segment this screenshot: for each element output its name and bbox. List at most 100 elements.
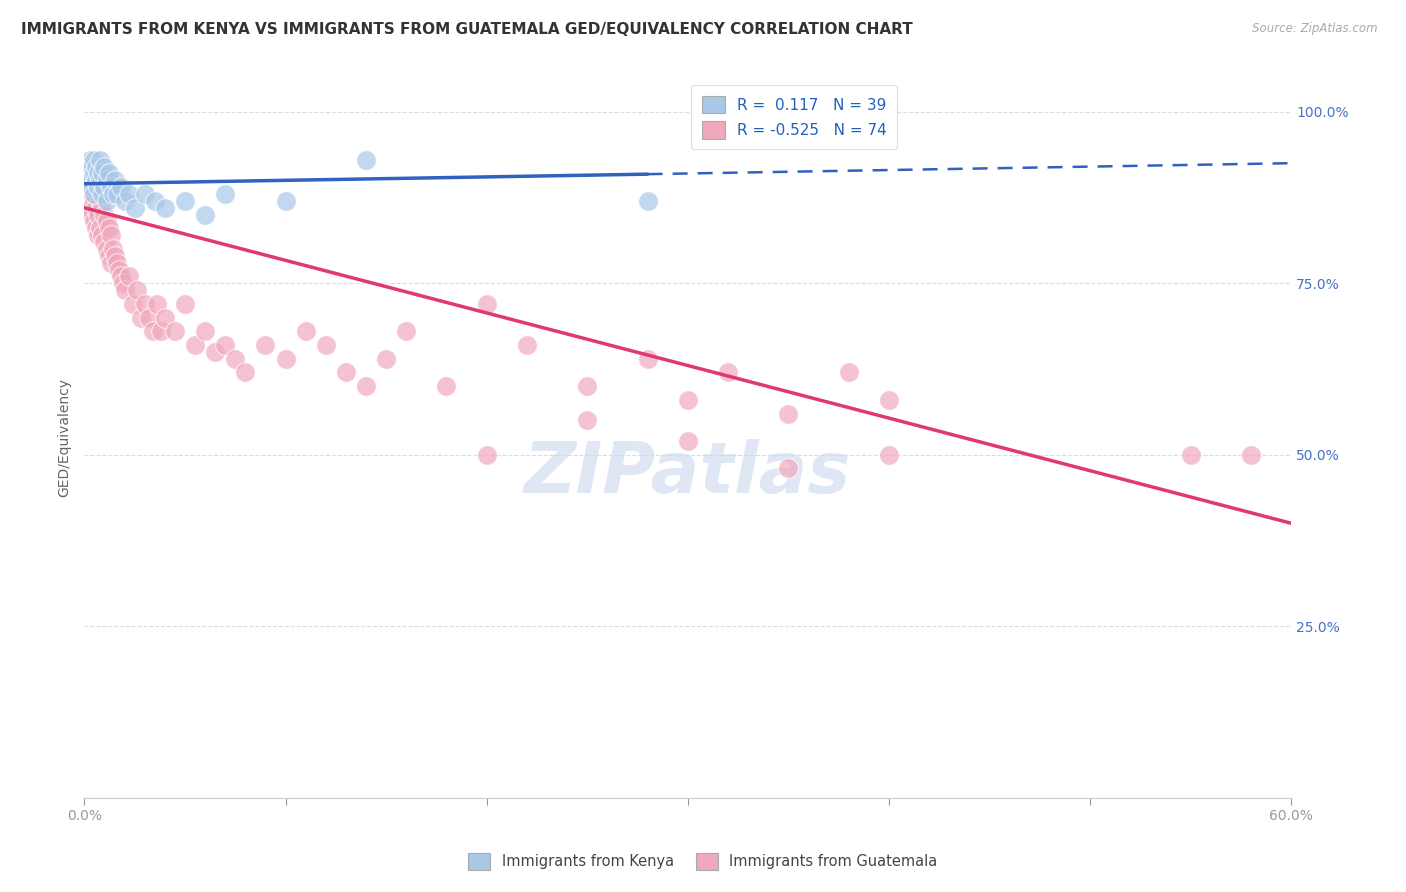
Point bbox=[233, 365, 256, 379]
Point bbox=[637, 351, 659, 366]
Point bbox=[89, 173, 111, 187]
Point bbox=[101, 242, 124, 256]
Point bbox=[83, 194, 105, 208]
Legend: R =  0.117   N = 39, R = -0.525   N = 74: R = 0.117 N = 39, R = -0.525 N = 74 bbox=[692, 85, 897, 149]
Point bbox=[103, 249, 125, 263]
Point bbox=[96, 242, 118, 256]
Point bbox=[134, 187, 156, 202]
Point bbox=[96, 173, 118, 187]
Point bbox=[163, 324, 186, 338]
Point bbox=[86, 160, 108, 174]
Point bbox=[274, 351, 297, 366]
Point bbox=[214, 338, 236, 352]
Point bbox=[1180, 448, 1202, 462]
Point bbox=[93, 235, 115, 249]
Point bbox=[91, 166, 114, 180]
Point bbox=[83, 187, 105, 202]
Point bbox=[717, 365, 740, 379]
Point bbox=[516, 338, 538, 352]
Point bbox=[82, 180, 104, 194]
Point bbox=[93, 180, 115, 194]
Point bbox=[214, 187, 236, 202]
Point bbox=[87, 166, 110, 180]
Text: Source: ZipAtlas.com: Source: ZipAtlas.com bbox=[1253, 22, 1378, 36]
Point bbox=[125, 283, 148, 297]
Point bbox=[86, 173, 108, 187]
Point bbox=[110, 180, 132, 194]
Point bbox=[114, 194, 136, 208]
Point bbox=[93, 208, 115, 222]
Point bbox=[117, 269, 139, 284]
Point bbox=[79, 173, 101, 187]
Point bbox=[204, 344, 226, 359]
Point bbox=[475, 448, 498, 462]
Point bbox=[111, 277, 134, 291]
Point bbox=[100, 180, 122, 194]
Point bbox=[96, 214, 118, 228]
Point bbox=[103, 173, 125, 187]
Point bbox=[254, 338, 277, 352]
Point bbox=[79, 153, 101, 167]
Point bbox=[79, 201, 101, 215]
Point bbox=[91, 228, 114, 243]
Point bbox=[114, 283, 136, 297]
Y-axis label: GED/Equivalency: GED/Equivalency bbox=[58, 378, 72, 497]
Point bbox=[124, 201, 146, 215]
Point bbox=[676, 434, 699, 448]
Point bbox=[89, 153, 111, 167]
Point bbox=[89, 221, 111, 235]
Point bbox=[134, 297, 156, 311]
Point bbox=[143, 194, 166, 208]
Point bbox=[335, 365, 357, 379]
Point bbox=[87, 180, 110, 194]
Point bbox=[97, 249, 120, 263]
Point bbox=[354, 379, 377, 393]
Point bbox=[224, 351, 246, 366]
Point bbox=[100, 228, 122, 243]
Point bbox=[105, 255, 128, 269]
Point bbox=[375, 351, 398, 366]
Point bbox=[121, 297, 143, 311]
Point bbox=[107, 262, 129, 277]
Point bbox=[83, 153, 105, 167]
Point bbox=[97, 221, 120, 235]
Point bbox=[100, 255, 122, 269]
Point bbox=[138, 310, 160, 325]
Point bbox=[86, 221, 108, 235]
Point bbox=[96, 194, 118, 208]
Point bbox=[838, 365, 860, 379]
Point bbox=[89, 194, 111, 208]
Point bbox=[194, 208, 217, 222]
Point bbox=[82, 208, 104, 222]
Point bbox=[877, 392, 900, 407]
Point bbox=[110, 269, 132, 284]
Point bbox=[91, 187, 114, 202]
Point bbox=[194, 324, 217, 338]
Point bbox=[637, 194, 659, 208]
Point bbox=[676, 392, 699, 407]
Point bbox=[149, 324, 172, 338]
Point bbox=[153, 201, 176, 215]
Point bbox=[475, 297, 498, 311]
Text: IMMIGRANTS FROM KENYA VS IMMIGRANTS FROM GUATEMALA GED/EQUIVALENCY CORRELATION C: IMMIGRANTS FROM KENYA VS IMMIGRANTS FROM… bbox=[21, 22, 912, 37]
Point bbox=[1240, 448, 1263, 462]
Point bbox=[184, 338, 207, 352]
Point bbox=[77, 166, 100, 180]
Point bbox=[778, 407, 800, 421]
Point bbox=[576, 379, 599, 393]
Point bbox=[174, 297, 197, 311]
Point bbox=[174, 194, 197, 208]
Point bbox=[778, 461, 800, 475]
Point bbox=[142, 324, 165, 338]
Point bbox=[877, 448, 900, 462]
Point bbox=[83, 166, 105, 180]
Point bbox=[77, 194, 100, 208]
Point bbox=[93, 160, 115, 174]
Point bbox=[82, 187, 104, 202]
Point bbox=[395, 324, 418, 338]
Legend: Immigrants from Kenya, Immigrants from Guatemala: Immigrants from Kenya, Immigrants from G… bbox=[463, 847, 943, 876]
Point bbox=[117, 187, 139, 202]
Point bbox=[129, 310, 152, 325]
Point bbox=[75, 187, 97, 202]
Point bbox=[91, 201, 114, 215]
